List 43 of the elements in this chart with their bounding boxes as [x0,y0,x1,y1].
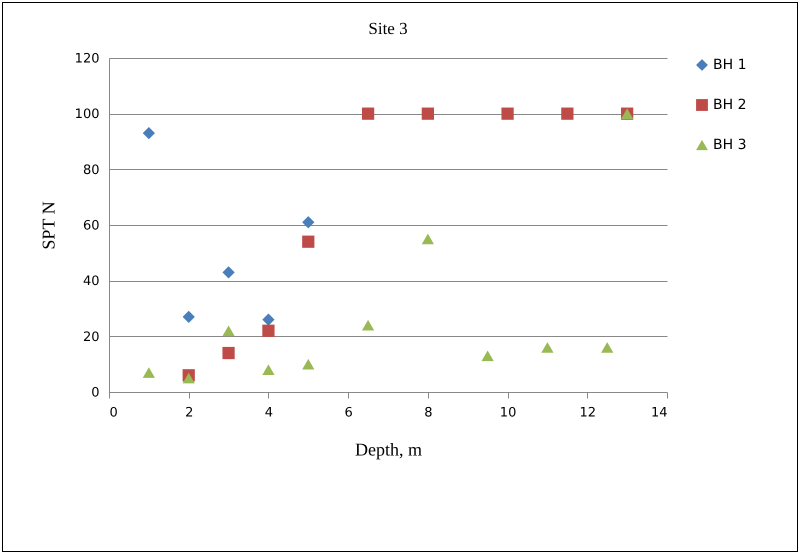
x-tick-label: 6 [344,406,353,420]
x-tick-label: 0 [110,406,118,420]
x-tick-label: 4 [264,406,274,420]
legend-label: BH 3 [713,137,746,153]
point [222,325,235,336]
point [222,346,235,360]
y-tick-label: 60 [82,218,100,234]
legend-label: BH 1 [713,57,746,73]
y-tick-label: 100 [74,107,100,122]
y-tick-label: 0 [91,386,100,400]
point [302,216,314,228]
x-tick-label: 12 [580,406,596,420]
point [262,364,275,376]
legend-label: BH 2 [713,97,746,113]
y-tick-label: 20 [82,330,100,345]
point [262,324,275,337]
y-tick-label: 40 [82,274,100,290]
x-axis-title: Depth, m [355,440,422,460]
point [142,367,155,378]
point [482,350,494,362]
point [262,314,275,326]
point [142,127,155,140]
y-tick-label: 120 [74,52,100,66]
x-tick-label: 8 [424,406,432,420]
point [362,108,374,120]
point [182,310,195,323]
point [422,108,434,120]
point [362,320,374,331]
x-tick-label: 10 [500,406,516,420]
point [222,266,235,278]
point [561,108,574,120]
point [541,342,554,353]
x-tick-label: 2 [185,406,194,420]
x-tick-label: 14 [650,406,668,420]
y-tick-label: 80 [82,162,100,178]
point [302,236,314,248]
point [182,372,195,384]
point [422,234,434,244]
chart-title: Site 3 [368,19,408,38]
point [501,108,514,120]
point [601,342,614,353]
y-axis-title: SPT N [38,201,59,250]
point [302,358,314,370]
